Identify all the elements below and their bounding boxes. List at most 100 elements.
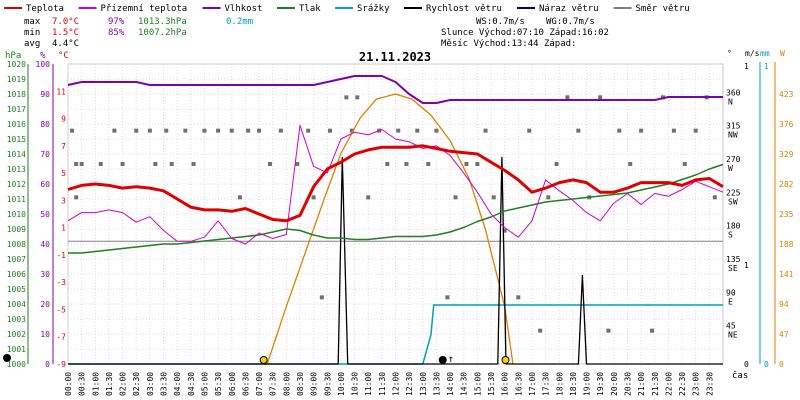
radiation-tick-label: 235	[779, 210, 794, 219]
wind-direction-point	[502, 228, 507, 233]
wind-direction-tick-value: 180	[726, 222, 741, 231]
humidity-tick-label: 10	[40, 330, 50, 339]
wind-direction-tick-label: N	[728, 97, 733, 106]
wind-direction-point	[355, 95, 360, 100]
wind-speed-mid-tick: 1	[744, 261, 749, 270]
wind-direction-point	[202, 128, 207, 133]
wind-direction-tick-label: S	[728, 231, 733, 240]
wind-direction-point	[153, 162, 158, 166]
stat-min-press: 1007.2hPa	[138, 28, 187, 38]
humidity-axis-label: %	[40, 51, 46, 61]
wind-direction-point	[328, 128, 332, 133]
wind-direction-point	[147, 128, 152, 133]
x-tick-label: 06:30	[241, 372, 250, 396]
x-tick-label: 20:30	[623, 372, 632, 396]
x-tick-label: 17:30	[542, 372, 551, 396]
x-tick-label: 14:00	[446, 372, 455, 396]
wind-direction-point	[712, 195, 717, 200]
x-tick-label: 20:00	[610, 372, 619, 396]
x-tick-label: 05:00	[200, 372, 209, 396]
wind-direction-tick-value: 135	[726, 255, 741, 264]
wind-direction-point	[546, 195, 551, 200]
info-moon: Měsíc Východ:13:44 Západ:	[441, 39, 576, 49]
wind-direction-point	[237, 195, 242, 200]
x-tick-label: 12:00	[392, 372, 401, 396]
x-tick-label: 23:00	[692, 372, 701, 396]
series-ground-temperature	[67, 124, 724, 245]
series-wind-speed	[68, 156, 723, 365]
legend-label: Náraz větru	[539, 4, 599, 14]
wind-direction-point	[650, 328, 655, 333]
x-tick-label: 15:00	[473, 372, 482, 396]
wind-direction-point	[628, 162, 633, 166]
series-temperature	[67, 144, 724, 223]
pressure-tick-label: 1012	[7, 180, 26, 189]
wind-direction-point	[434, 128, 439, 133]
wind-direction-point	[483, 128, 488, 133]
wind-direction-point	[639, 128, 644, 133]
wind-direction-tick-value: 360	[726, 88, 741, 97]
wind-direction-point	[246, 128, 251, 133]
radiation-tick-label: 376	[779, 120, 794, 129]
wind-direction-tick-value: 90	[726, 288, 736, 297]
wind-direction-point	[404, 162, 409, 166]
radiation-tick-label: 188	[779, 240, 794, 249]
wind-direction-point	[319, 295, 324, 300]
humidity-tick-label: 30	[40, 270, 50, 279]
x-tick-label: 03:00	[146, 372, 155, 396]
wind-direction-tick-label: NE	[728, 331, 738, 340]
wind-direction-tick-value: 225	[726, 188, 741, 197]
x-tick-label: 02:00	[119, 372, 128, 396]
x-tick-label: 12:30	[405, 372, 414, 396]
radiation-tick-label: 94	[779, 300, 789, 309]
wind-direction-tick-label: SW	[728, 197, 738, 206]
temperature-tick-label: -5	[56, 305, 66, 314]
stat-max-hum: 97%	[108, 17, 125, 27]
pressure-tick-label: 1015	[7, 135, 26, 144]
x-tick-label: 07:00	[255, 372, 264, 396]
x-tick-label: 04:30	[187, 372, 196, 396]
wind-direction-point	[598, 95, 603, 100]
wind-direction-point	[349, 128, 354, 133]
stat-avg-label: avg	[24, 39, 40, 49]
wind-direction-point	[295, 162, 300, 166]
wind-direction-point	[169, 162, 174, 166]
stat-max-press: 1013.3hPa	[138, 17, 187, 27]
x-tick-label: 21:30	[651, 372, 660, 396]
wind-direction-tick-value: 45	[726, 322, 736, 331]
pressure-tick-label: 1004	[7, 300, 26, 309]
corner-moon-marker	[3, 354, 11, 362]
humidity-tick-label: 70	[40, 150, 50, 159]
humidity-tick-label: 0	[45, 360, 50, 369]
wind-direction-tick-value: 315	[726, 122, 741, 131]
stats-block: max 7.0°C 97% 1013.3hPa 0.2mm min 1.5°C …	[24, 17, 253, 49]
series-pressure	[68, 163, 724, 254]
pressure-tick-label: 1005	[7, 285, 26, 294]
wind-direction-point	[229, 128, 234, 133]
humidity-tick-label: 20	[40, 300, 50, 309]
pressure-tick-label: 1020	[7, 60, 26, 69]
x-tick-label: 14:30	[460, 372, 469, 396]
wind-direction-point	[191, 162, 196, 166]
wind-direction-point	[74, 195, 79, 200]
x-tick-label: 13:00	[419, 372, 428, 396]
x-tick-label: 22:00	[664, 372, 673, 396]
wind-direction-point	[267, 162, 272, 166]
temperature-tick-label: 9	[61, 115, 66, 124]
x-tick-label: 07:30	[269, 372, 278, 396]
temperature-tick-label: 3	[61, 196, 66, 205]
pressure-tick-label: 1001	[7, 345, 26, 354]
plot-area: ↑	[3, 75, 724, 365]
humidity-tick-label: 40	[40, 240, 50, 249]
radiation-tick-label: 141	[779, 270, 794, 279]
wind-direction-point	[366, 195, 371, 200]
wind-direction-point	[74, 162, 79, 166]
pressure-tick-label: 1014	[7, 150, 26, 159]
x-tick-label: 09:30	[323, 372, 332, 396]
legend-label: Rychlost větru	[426, 4, 502, 14]
stat-min-temp: 1.5°C	[52, 28, 79, 38]
radiation-tick-label: 47	[779, 330, 789, 339]
stat-max-label: max	[24, 17, 41, 27]
wind-direction-point	[311, 195, 316, 200]
